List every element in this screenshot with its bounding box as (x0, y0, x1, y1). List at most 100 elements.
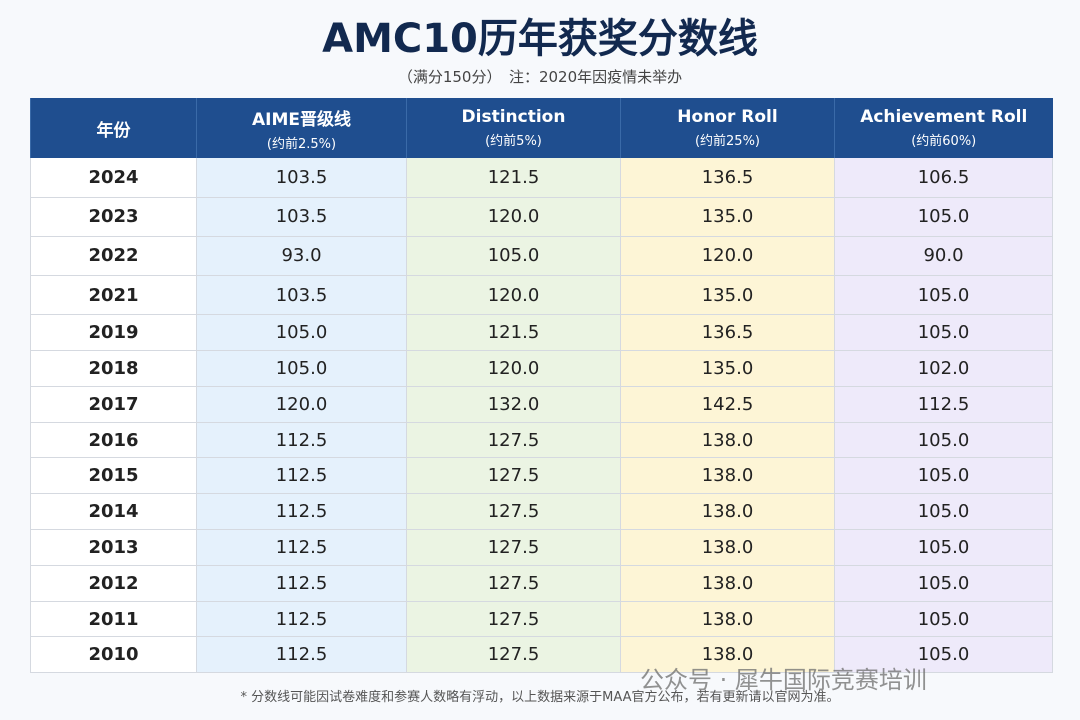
header-name: 年份 (96, 120, 131, 141)
table-row: 2010 112.5 127.5 138.0 105.0 (30, 636, 1053, 674)
table-row: 2014 112.5 127.5 138.0 105.0 (30, 493, 1053, 531)
table-row: 2013 112.5 127.5 138.0 105.0 (30, 529, 1053, 566)
footnote: * 分数线可能因试卷难度和参赛人数略有浮动，以上数据来源于MAA官方公布，若有更… (240, 690, 840, 705)
header-cell: Achievement Roll (约前60%) (834, 98, 1053, 158)
year-cell: 2018 (30, 350, 197, 387)
header-note: (约前25%) (694, 134, 761, 149)
score-cell: 121.5 (406, 158, 621, 198)
score-cell: 138.0 (620, 422, 835, 459)
score-cell: 136.5 (620, 158, 835, 198)
score-cell: 112.5 (196, 529, 407, 566)
header-cell: Distinction (约前5%) (406, 98, 621, 158)
table-row: 2015 112.5 127.5 138.0 105.0 (30, 457, 1053, 495)
score-cell: 112.5 (196, 422, 407, 459)
score-cell: 105.0 (834, 457, 1053, 495)
score-cell: 105.0 (834, 636, 1053, 674)
year-cell: 2012 (30, 565, 197, 602)
table-row: 2017 120.0 132.0 142.5 112.5 (30, 386, 1053, 423)
year-cell: 2016 (30, 422, 197, 459)
table-row: 2021 103.5 120.0 135.0 105.0 (30, 275, 1053, 316)
year-cell: 2021 (30, 275, 197, 316)
score-cell: 121.5 (406, 314, 621, 352)
year-cell: 2015 (30, 457, 197, 495)
score-cell: 127.5 (406, 493, 621, 531)
watermark: 公众号 · 犀牛国际竞赛培训 (640, 666, 927, 694)
score-cell: 135.0 (620, 350, 835, 387)
score-cell: 127.5 (406, 565, 621, 602)
score-cell: 127.5 (406, 457, 621, 495)
score-cell: 127.5 (406, 601, 621, 638)
score-cell: 135.0 (620, 197, 835, 237)
score-cell: 112.5 (196, 565, 407, 602)
score-cell: 105.0 (834, 422, 1053, 459)
score-cell: 105.0 (834, 601, 1053, 638)
year-cell: 2014 (30, 493, 197, 531)
title: AMC10历年获奖分数线 (322, 16, 758, 62)
header-name: AIME晋级线 (251, 109, 351, 130)
header-name: Achievement Roll (860, 107, 1028, 127)
score-cell: 105.0 (834, 529, 1053, 566)
score-cell: 138.0 (620, 601, 835, 638)
score-cell: 103.5 (196, 158, 407, 198)
table-row: 2023 103.5 120.0 135.0 105.0 (30, 197, 1053, 237)
year-cell: 2019 (30, 314, 197, 352)
header-note: (约前2.5%) (266, 136, 337, 152)
score-cell: 106.5 (834, 158, 1053, 198)
score-cell: 102.0 (834, 350, 1053, 387)
score-cell: 112.5 (196, 457, 407, 495)
score-cell: 120.0 (406, 197, 621, 237)
score-cell: 105.0 (196, 314, 407, 352)
score-cell: 105.0 (834, 314, 1053, 352)
table-row: 2022 93.0 105.0 120.0 90.0 (30, 236, 1053, 277)
header-cell: 年份 (30, 98, 197, 158)
score-cell: 105.0 (834, 197, 1053, 237)
header-cell: Honor Roll (约前25%) (620, 98, 835, 158)
score-cell: 136.5 (620, 314, 835, 352)
score-cell: 127.5 (406, 529, 621, 566)
header-cell: AIME晋级线 (约前2.5%) (196, 98, 407, 158)
score-cell: 120.0 (406, 350, 621, 387)
score-cell: 105.0 (196, 350, 407, 387)
score-cell: 112.5 (196, 636, 407, 674)
score-cell: 138.0 (620, 529, 835, 566)
year-cell: 2017 (30, 386, 197, 423)
score-cell: 138.0 (620, 636, 835, 674)
table-row: 2012 112.5 127.5 138.0 105.0 (30, 565, 1053, 602)
table-row: 2018 105.0 120.0 135.0 102.0 (30, 350, 1053, 387)
table-row: 2019 105.0 121.5 136.5 105.0 (30, 314, 1053, 352)
score-cell: 132.0 (406, 386, 621, 423)
year-cell: 2024 (30, 158, 197, 198)
score-cell: 127.5 (406, 636, 621, 674)
header-note: (约前60%) (911, 134, 977, 149)
score-table: 年份 AIME晋级线 (约前2.5%) Distinction (约前5%) Honor … (30, 98, 1053, 674)
score-cell: 120.0 (406, 275, 621, 316)
score-cell: 105.0 (834, 565, 1053, 602)
score-cell: 103.5 (196, 197, 407, 237)
score-cell: 138.0 (620, 565, 835, 602)
score-cell: 90.0 (834, 236, 1053, 277)
table-row: 2016 112.5 127.5 138.0 105.0 (30, 422, 1053, 459)
score-cell: 138.0 (620, 457, 835, 495)
header-note: (约前5%) (485, 134, 542, 149)
year-cell: 2010 (30, 636, 197, 674)
score-cell: 105.0 (834, 493, 1053, 531)
score-cell: 93.0 (196, 236, 407, 277)
score-cell: 103.5 (196, 275, 407, 316)
score-cell: 120.0 (620, 236, 835, 277)
score-cell: 138.0 (620, 493, 835, 531)
score-cell: 112.5 (196, 601, 407, 638)
score-cell: 112.5 (834, 386, 1053, 423)
header-row: 年份 AIME晋级线 (约前2.5%) Distinction (约前5%) Honor … (30, 98, 1053, 158)
table-row: 2024 103.5 121.5 136.5 106.5 (30, 158, 1053, 198)
header-name: Honor Roll (677, 107, 778, 127)
score-cell: 135.0 (620, 275, 835, 316)
subtitle: （满分150分） 注：2020年因疫情未举办 (397, 68, 683, 86)
year-cell: 2013 (30, 529, 197, 566)
score-cell: 127.5 (406, 422, 621, 459)
score-cell: 105.0 (834, 275, 1053, 316)
year-cell: 2022 (30, 236, 197, 277)
score-cell: 142.5 (620, 386, 835, 423)
year-cell: 2023 (30, 197, 197, 237)
year-cell: 2011 (30, 601, 197, 638)
